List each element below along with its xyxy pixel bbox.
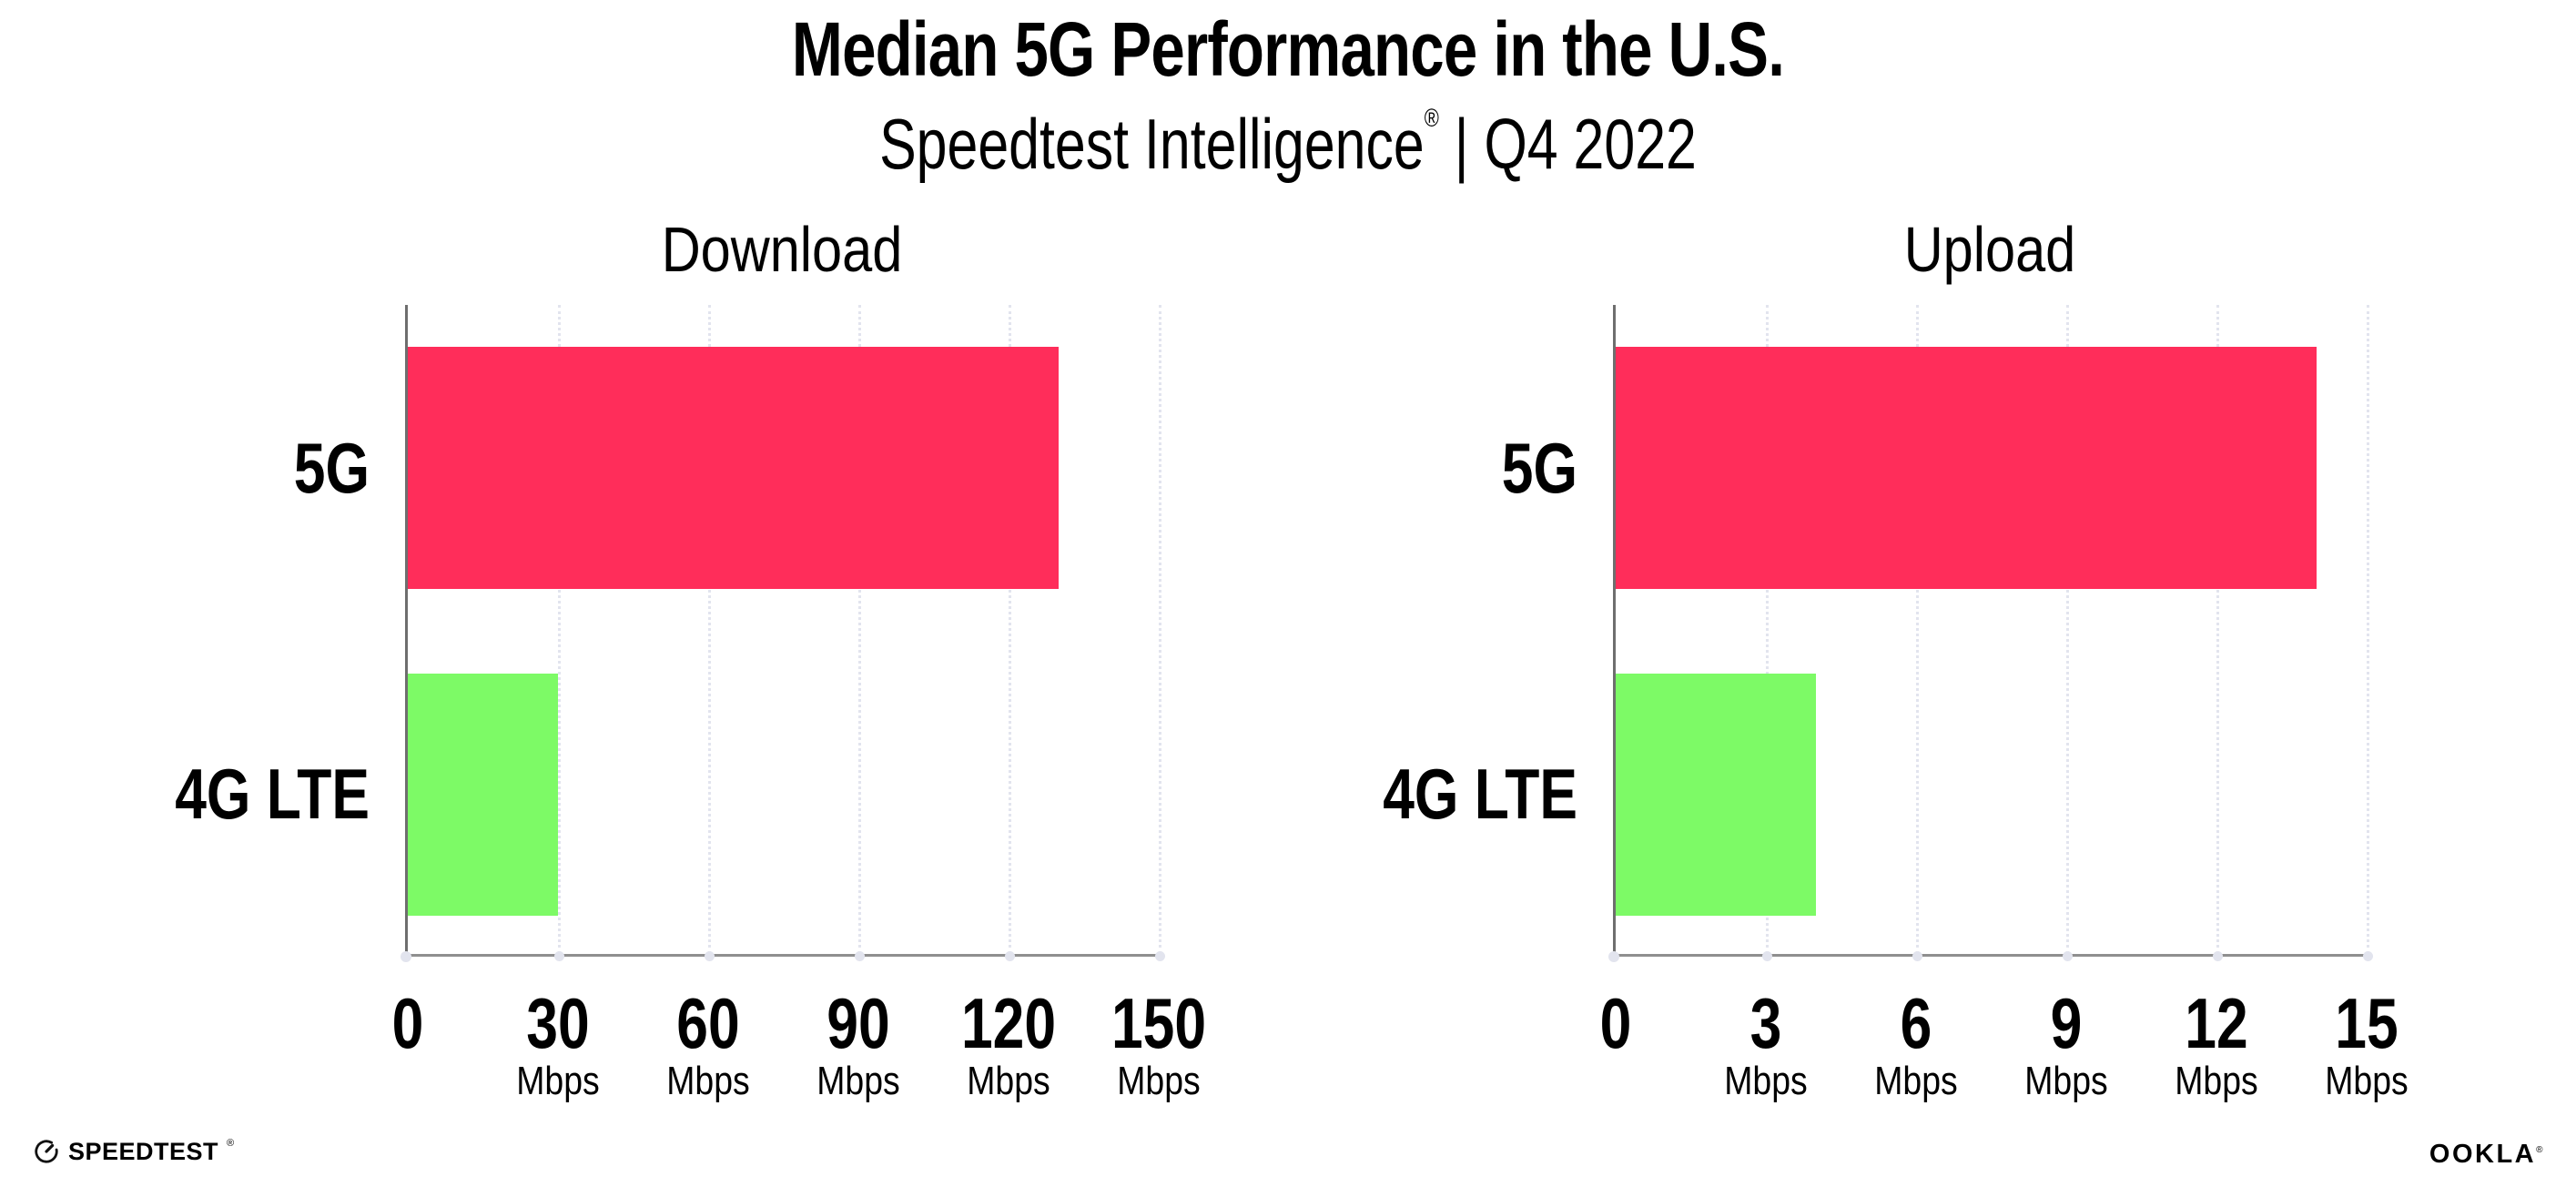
gridline [705,305,715,961]
gridline [1155,305,1165,961]
speedtest-gauge-icon [33,1138,60,1165]
category-label-4g-lte: 4G LTE [1383,754,1577,834]
x-tick-unit: Mbps [2325,1059,2409,1103]
gridline [2363,305,2373,961]
gridline [1912,305,1922,961]
x-tick-value: 0 [391,983,424,1063]
x-tick-unit: Mbps [2024,1059,2108,1103]
axis-origin-tick-dot [1608,951,1619,962]
gridline [1762,305,1772,961]
page-title: Median 5G Performance in the U.S. [791,6,1785,92]
category-label-4g-lte: 4G LTE [175,754,370,834]
x-tick: 9 Mbps [1948,987,2185,1103]
x-tick: 12 Mbps [2098,987,2335,1103]
x-tick: 60 Mbps [590,987,827,1103]
download-4g-lte-bar [408,674,558,916]
x-tick: 120 Mbps [890,987,1127,1103]
x-tick: 15 Mbps [2248,987,2485,1103]
gridline [855,305,865,961]
x-tick-unit: Mbps [2175,1059,2258,1103]
x-tick-value: 15 [2335,983,2399,1063]
upload-chart-title: Upload [1903,214,2076,285]
download-chart: Download 5G 4G LTE 0 30 Mbps [175,214,1206,1103]
x-tick: 90 Mbps [740,987,977,1103]
subtitle-brand: Speedtest Intelligence [879,104,1425,184]
x-tick-unit: Mbps [516,1059,600,1103]
x-tick-value: 3 [1749,983,1782,1063]
download-5g-bar [408,347,1059,589]
x-tick-value: 120 [960,983,1057,1063]
x-tick-value: 60 [676,983,740,1063]
x-tick-value: 9 [2050,983,2083,1063]
category-label-5g: 5G [1501,428,1577,508]
gridline [1005,305,1015,961]
upload-chart: Upload 5G 4G LTE 0 3 Mbps [1383,214,2409,1103]
gridline [2213,305,2223,961]
registered-trademark-icon: ® [227,1138,235,1149]
x-tick: 6 Mbps [1798,987,2034,1103]
x-tick-unit: Mbps [967,1059,1050,1103]
speedtest-logo: SPEEDTEST ® [33,1138,234,1165]
x-tick: 0 [1497,987,1734,1060]
gridline [554,305,564,961]
x-tick-unit: Mbps [1874,1059,1958,1103]
x-tick-unit: Mbps [816,1059,900,1103]
x-tick-value: 6 [1900,983,1932,1063]
x-tick-unit: Mbps [666,1059,750,1103]
x-tick: 30 Mbps [440,987,676,1103]
upload-plot-area: 5G 4G LTE 0 3 Mbps 6 Mbps 9 Mbps [1383,305,2409,1103]
x-tick: 0 [289,987,526,1060]
download-x-axis: 0 30 Mbps 60 Mbps 90 Mbps 120 Mbps [392,987,1206,1105]
speedtest-wordmark: SPEEDTEST [68,1138,219,1165]
x-tick-value: 0 [1599,983,1632,1063]
x-tick: 150 Mbps [1040,987,1277,1103]
x-tick-unit: Mbps [1724,1059,1808,1103]
ookla-wordmark: OOKLA [2429,1140,2537,1169]
download-plot-area: 5G 4G LTE 0 30 Mbps 60 Mbps 90 Mbps [175,305,1206,1103]
upload-4g-lte-bar [1616,674,1816,916]
registered-trademark-icon: ® [2536,1145,2545,1155]
upload-5g-bar [1616,347,2317,589]
page-subtitle: Speedtest Intelligence® | Q4 2022 [283,102,2292,202]
x-tick-value: 90 [827,983,890,1063]
subtitle-period: | Q4 2022 [1438,104,1697,184]
upload-x-axis: 0 3 Mbps 6 Mbps 9 Mbps 12 Mbps [1600,987,2409,1105]
category-label-5g: 5G [293,428,370,508]
registered-trademark-icon: ® [1424,104,1439,132]
x-tick-value: 150 [1111,983,1207,1063]
gridline [2063,305,2073,961]
download-chart-title: Download [661,214,903,285]
x-tick-unit: Mbps [1117,1059,1201,1103]
x-tick-value: 30 [526,983,590,1063]
axis-origin-tick-dot [401,951,411,962]
x-tick: 3 Mbps [1648,987,1884,1103]
x-tick-value: 12 [2185,983,2248,1063]
ookla-logo: OOKLA® [2429,1140,2545,1175]
